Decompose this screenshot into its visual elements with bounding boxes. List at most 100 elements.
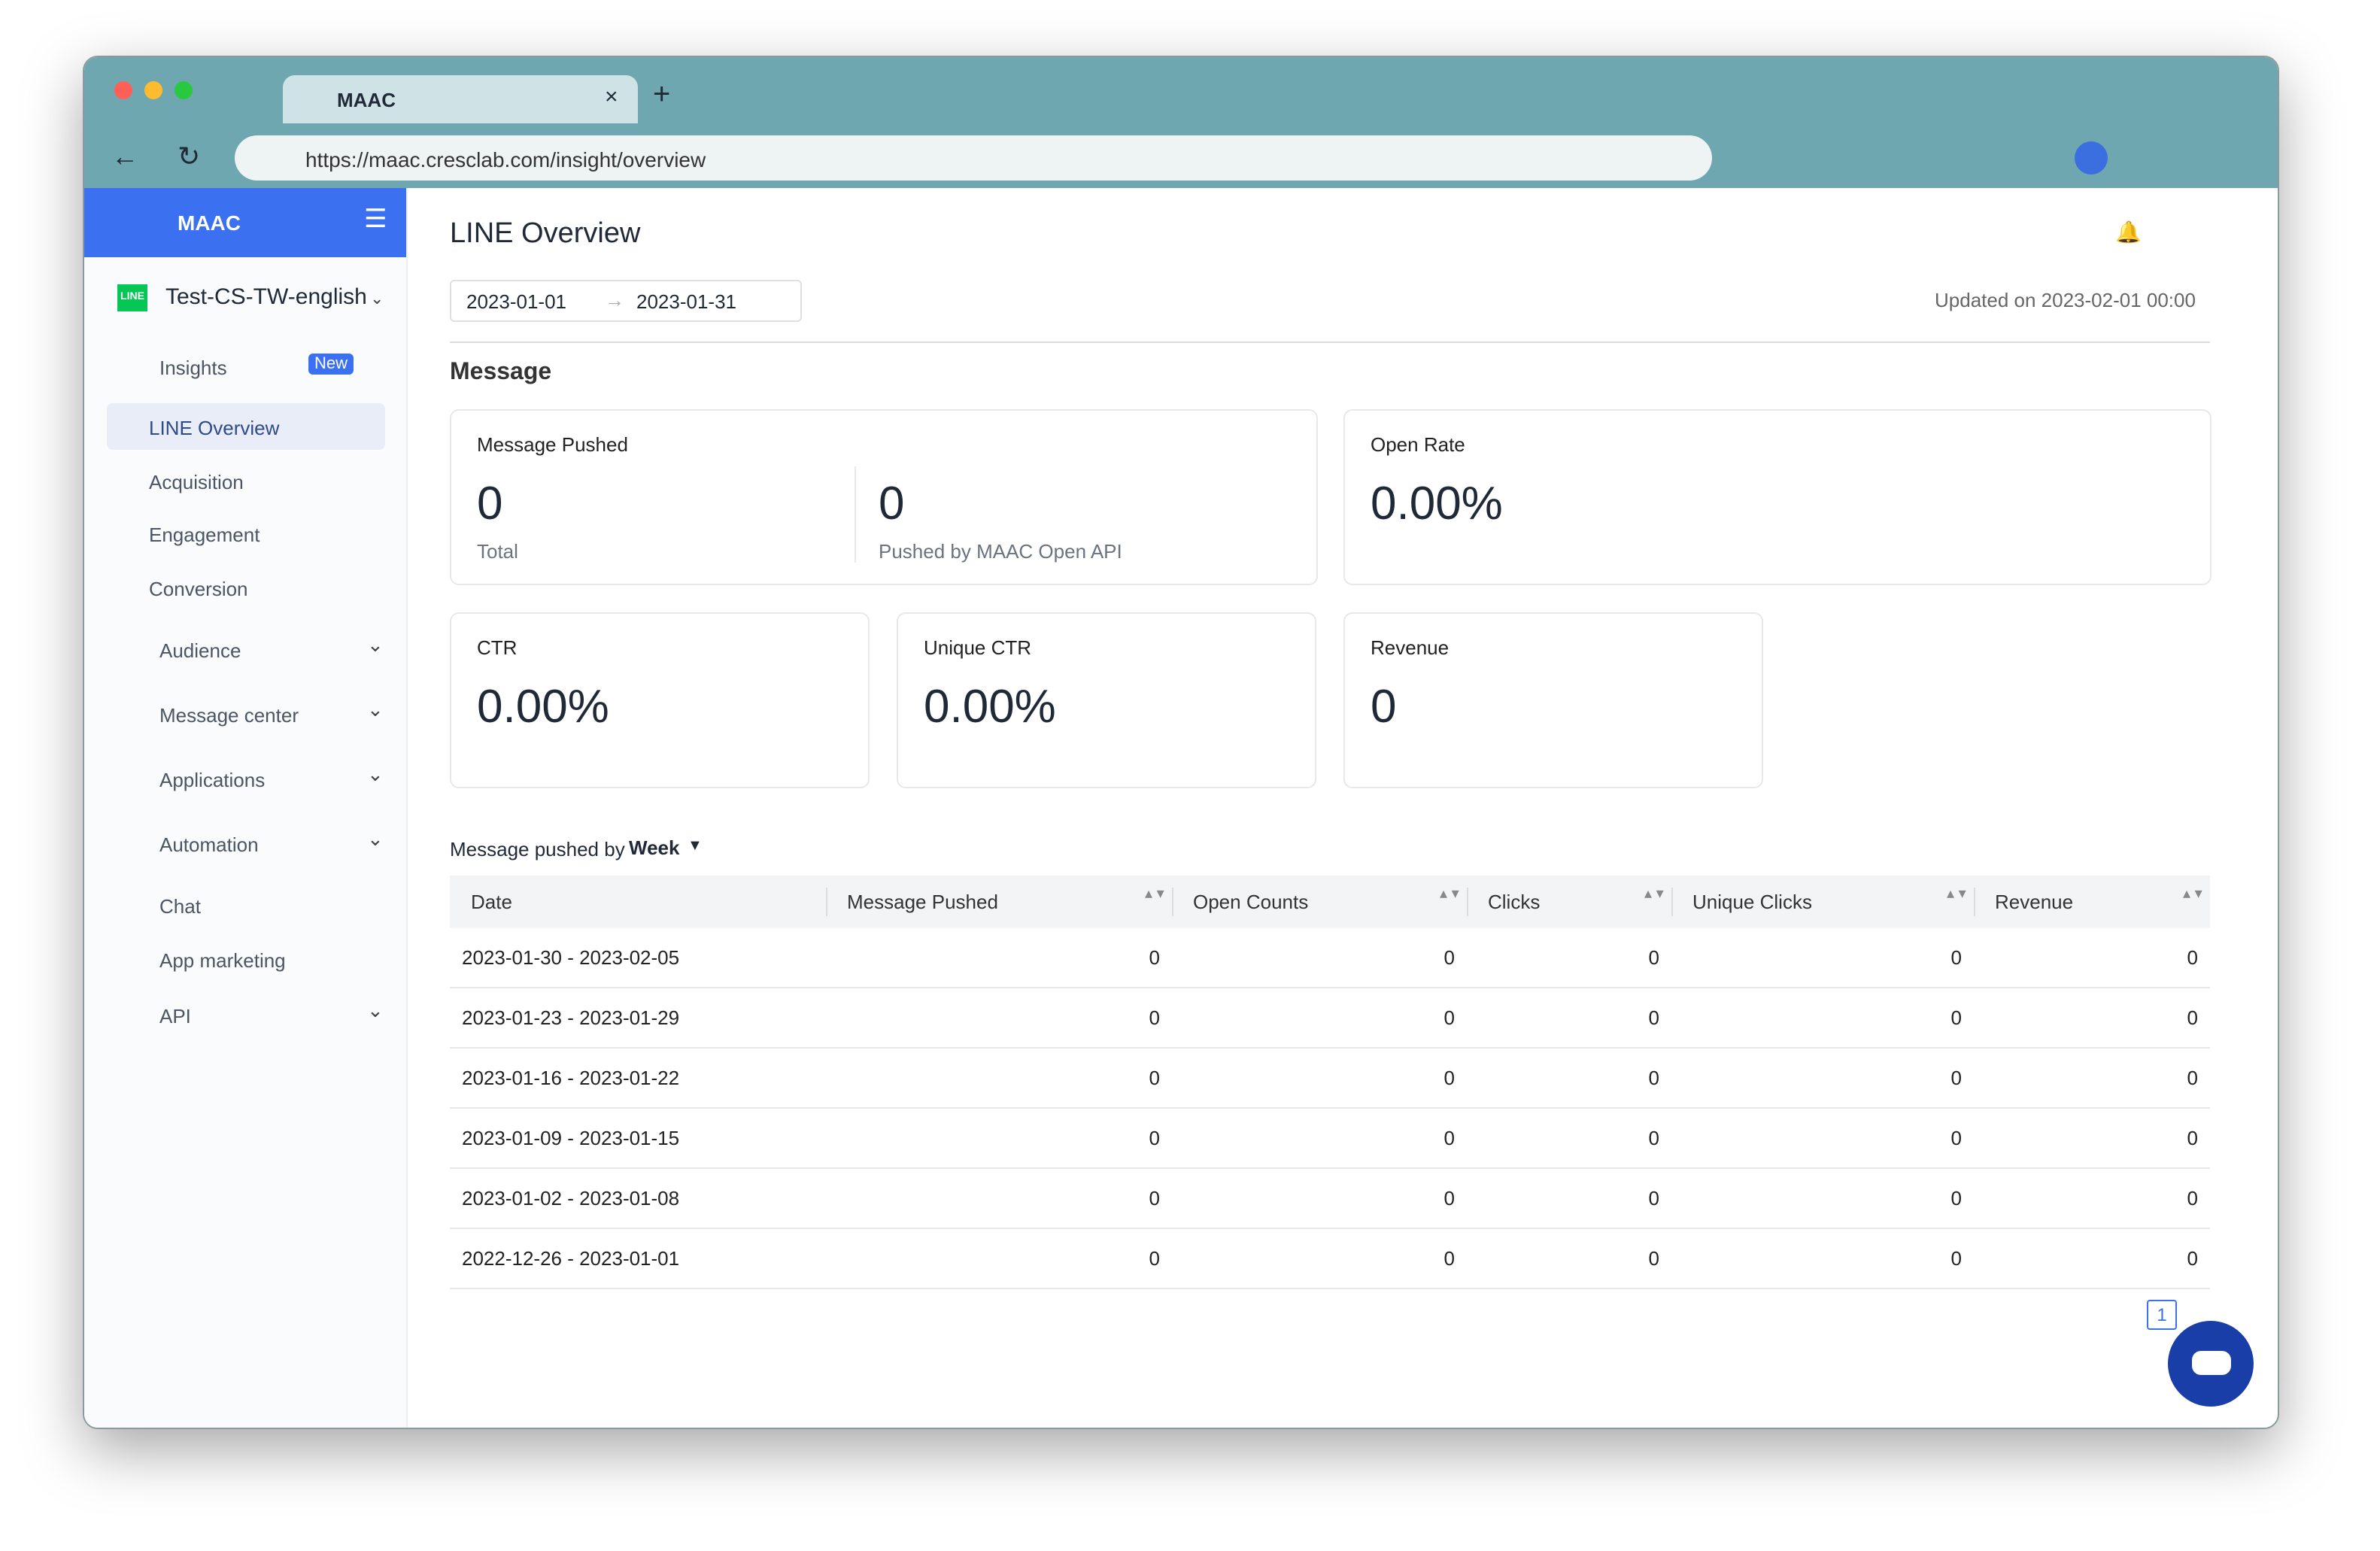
- sort[interactable]: ▴ ▾: [1644, 886, 1664, 903]
- dropdown[interactable]: ▼: [688, 838, 703, 854]
- line-badge: LINE: [117, 284, 147, 311]
- row-border: [450, 1288, 2210, 1289]
- sort[interactable]: ▴ ▾: [2183, 886, 2202, 903]
- cell: 2023-01-23 - 2023-01-29: [462, 1006, 680, 1029]
- cell: 2023-01-30 - 2023-02-05: [462, 946, 680, 969]
- cell: 0: [1443, 1006, 1455, 1029]
- cell: 0: [1443, 1067, 1455, 1089]
- subnav-item[interactable]: Engagement: [149, 524, 260, 547]
- page-number[interactable]: 1: [2147, 1300, 2177, 1330]
- tab-title: MAAC: [337, 89, 396, 111]
- max-dot[interactable]: [175, 81, 193, 99]
- back[interactable]: ←: [111, 141, 138, 171]
- cell: 0: [1443, 946, 1455, 969]
- card-label: Unique CTR: [924, 636, 1032, 659]
- column-header: Message Pushed: [847, 891, 998, 913]
- table-header: [450, 876, 2210, 928]
- row-border: [450, 1047, 2210, 1049]
- sort[interactable]: ▴ ▾: [1440, 886, 1459, 903]
- nav-item[interactable]: Automation: [159, 833, 259, 856]
- table: Date Message Pushed ▴ ▾ Open Counts ▴ ▾ Click…: [450, 876, 2210, 1289]
- subnav-item[interactable]: LINE Overview: [149, 417, 280, 439]
- divider: [450, 341, 2210, 343]
- account[interactable]: Test-CS-TW-english: [165, 284, 367, 310]
- nav-item[interactable]: App marketing: [159, 949, 286, 972]
- cell: 2023-01-16 - 2023-01-22: [462, 1067, 680, 1089]
- cell: 0: [1648, 946, 1659, 969]
- nav-item[interactable]: Chat: [159, 895, 201, 918]
- date-range[interactable]: 2023-01-01 → 2023-01-31: [450, 280, 802, 322]
- card: Unique CTR 0.00%: [897, 612, 1316, 788]
- sort[interactable]: ▴ ▾: [1145, 886, 1164, 903]
- cell: 0: [1648, 1067, 1659, 1089]
- column-divider: [1671, 888, 1673, 916]
- bell[interactable]: 🔔: [2115, 220, 2142, 244]
- cell: 0: [2187, 1067, 2198, 1089]
- card-label: CTR: [477, 636, 518, 659]
- min-dot[interactable]: [144, 81, 162, 99]
- nav-item[interactable]: API: [159, 1005, 191, 1027]
- card-sub: Pushed by MAAC Open API: [879, 540, 1122, 563]
- cell: 0: [1149, 1067, 1160, 1089]
- cell: 0: [1950, 1067, 1962, 1089]
- cell: 2022-12-26 - 2023-01-01: [462, 1247, 680, 1270]
- updated: Updated on 2023-02-01 00:00: [1935, 289, 2196, 311]
- nav-item[interactable]: Audience: [159, 639, 241, 662]
- sort[interactable]: ▴ ▾: [1947, 886, 1966, 903]
- column-header: Clicks: [1488, 891, 1541, 913]
- cell: 0: [1950, 1006, 1962, 1029]
- end-date: 2023-01-31: [636, 290, 736, 313]
- tab[interactable]: MAAC ×: [283, 75, 638, 123]
- column-divider: [826, 888, 827, 916]
- row-border: [450, 1107, 2210, 1109]
- chat-icon: [2192, 1351, 2231, 1375]
- cell: 0: [1443, 1127, 1455, 1149]
- section-title: Message: [450, 360, 552, 385]
- new-tab[interactable]: +: [653, 78, 671, 111]
- active-bg: [107, 403, 385, 450]
- column-divider: [1467, 888, 1468, 916]
- subnav-item[interactable]: Conversion: [149, 578, 248, 601]
- nav-item[interactable]: Insights: [159, 357, 227, 379]
- subnav-item[interactable]: Acquisition: [149, 470, 244, 493]
- new-badge: New: [308, 354, 354, 375]
- url: https://maac.cresclab.com/insight/overvi…: [305, 147, 706, 171]
- granularity[interactable]: Week: [629, 836, 680, 859]
- chevron: ⌄: [367, 999, 384, 1021]
- row-border: [450, 1167, 2210, 1169]
- cell: 2023-01-02 - 2023-01-08: [462, 1187, 680, 1210]
- card-value: 0.00%: [477, 680, 609, 733]
- chat-button[interactable]: [2168, 1321, 2254, 1407]
- card: Open Rate 0.00%: [1343, 409, 2212, 585]
- card-value: 0.00%: [924, 680, 1056, 733]
- nav-item[interactable]: Applications: [159, 769, 266, 791]
- column-header: Unique Clicks: [1692, 891, 1812, 913]
- reload[interactable]: ↻: [178, 141, 201, 171]
- column-divider: [1172, 888, 1173, 916]
- menu-toggle[interactable]: ☰: [364, 205, 387, 233]
- chevron: ⌄: [370, 290, 384, 308]
- close-dot[interactable]: [114, 81, 132, 99]
- card-label: Revenue: [1371, 636, 1450, 659]
- card-value: 0: [477, 477, 503, 530]
- cell: 0: [1950, 1187, 1962, 1210]
- row-border: [450, 1228, 2210, 1229]
- nav-item[interactable]: Message center: [159, 704, 299, 727]
- cell: 0: [1648, 1127, 1659, 1149]
- address-bar[interactable]: https://maac.cresclab.com/insight/overvi…: [235, 135, 1712, 181]
- card: CTR 0.00%: [450, 612, 870, 788]
- cell: 0: [2187, 1127, 2198, 1149]
- column-header: Date: [471, 891, 512, 913]
- column-divider: [1974, 888, 1975, 916]
- row-border: [450, 987, 2210, 988]
- chevron: ⌄: [367, 827, 384, 850]
- chevron: ⌄: [367, 763, 384, 785]
- tab-close[interactable]: ×: [605, 84, 618, 110]
- card: Message Pushed 0 Total 0 Pushed by MAAC …: [450, 409, 1318, 585]
- card-label: Open Rate: [1371, 433, 1465, 456]
- brand: MAAC: [178, 211, 241, 235]
- column-header: Open Counts: [1193, 891, 1309, 913]
- cell: 0: [1950, 946, 1962, 969]
- profile[interactable]: [2075, 141, 2108, 175]
